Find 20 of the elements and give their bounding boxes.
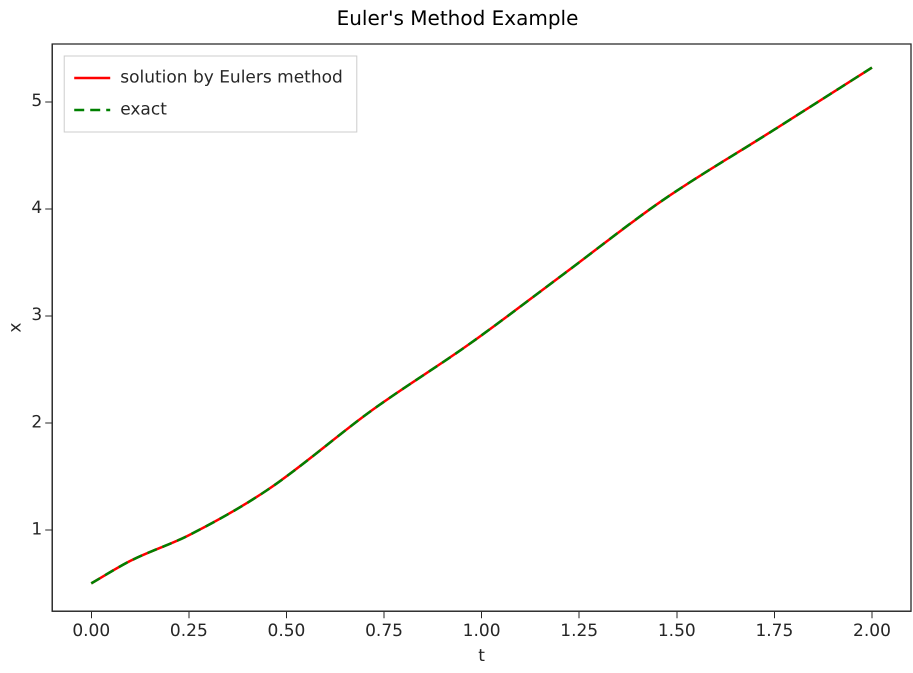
x-tick-label: 0.75: [365, 620, 403, 641]
y-tick-label: 2: [31, 412, 42, 432]
legend-label: solution by Eulers method: [120, 67, 343, 88]
y-tick-label: 1: [31, 519, 42, 540]
y-tick-label: 5: [31, 91, 42, 112]
x-tick-label: 1.50: [658, 620, 696, 641]
y-tick-label: 3: [31, 305, 42, 326]
y-tick-label: 4: [31, 198, 42, 218]
x-tick-label: 0.00: [72, 620, 110, 641]
x-tick-label: 1.75: [755, 620, 794, 641]
chart-title: Euler's Method Example: [336, 6, 578, 30]
x-tick-label: 1.25: [560, 620, 598, 641]
y-axis-title: x: [6, 322, 26, 333]
x-tick-label: 2.00: [853, 620, 891, 641]
x-tick-label: 0.50: [268, 620, 306, 641]
x-tick-label: 0.25: [170, 620, 208, 641]
line-series: [90, 66, 874, 585]
x-axis-title: t: [478, 646, 486, 666]
legend-label: exact: [120, 99, 168, 120]
x-tick-label: 1.00: [462, 620, 501, 641]
